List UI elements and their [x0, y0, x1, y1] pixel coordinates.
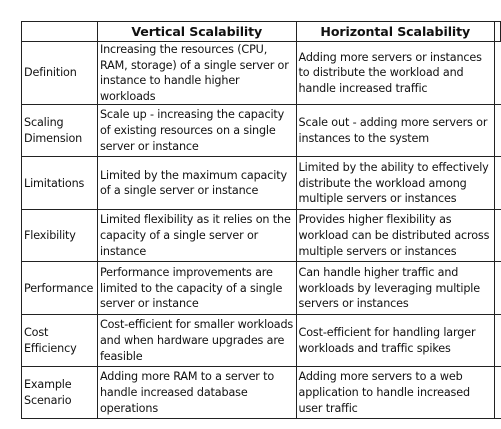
row-label: Cost Efficiency — [21, 314, 98, 368]
horizontal-cell: Adding more servers to a web application… — [295, 366, 496, 420]
comparison-table-container: Vertical Scalability Horizontal Scalabil… — [21, 21, 501, 420]
row-label: Definition — [21, 40, 98, 106]
table-row-limitations: Limitations Limited by the maximum capac… — [21, 156, 501, 211]
horizontal-cell: Scale out - adding more servers or insta… — [295, 104, 496, 158]
row-label: Scaling Dimension — [21, 104, 98, 158]
cropped-cell — [494, 209, 501, 263]
cropped-cell — [494, 156, 501, 211]
horizontal-cell: Can handle higher traffic and workloads … — [295, 261, 496, 316]
table-row-flexibility: Flexibility Limited flexibility as it re… — [21, 209, 501, 263]
cropped-cell — [494, 366, 501, 420]
horizontal-cell: Adding more servers or instances to dist… — [295, 40, 496, 106]
table-row-scaling-dimension: Scaling Dimension Scale up - increasing … — [21, 104, 501, 158]
vertical-cell: Limited by the maximum capacity of a sin… — [96, 156, 297, 211]
vertical-cell: Scale up - increasing the capacity of ex… — [96, 104, 297, 158]
vertical-cell: Limited flexibility as it relies on the … — [96, 209, 297, 263]
horizontal-cell: Limited by the ability to effectively di… — [295, 156, 496, 211]
table-row-example-scenario: Example Scenario Adding more RAM to a se… — [21, 366, 501, 420]
header-vertical-scalability: Vertical Scalability — [96, 21, 297, 42]
vertical-cell: Adding more RAM to a server to handle in… — [96, 366, 297, 420]
table-row-definition: Definition Increasing the resources (CPU… — [21, 40, 501, 106]
cropped-cell — [494, 40, 501, 106]
horizontal-cell: Provides higher flexibility as workload … — [295, 209, 496, 263]
table-row-cost-efficiency: Cost Efficiency Cost-efficient for small… — [21, 314, 501, 368]
table-header-row: Vertical Scalability Horizontal Scalabil… — [21, 21, 501, 42]
row-label: Flexibility — [21, 209, 98, 263]
scalability-comparison-table: Vertical Scalability Horizontal Scalabil… — [21, 21, 501, 420]
header-horizontal-scalability: Horizontal Scalability — [295, 21, 496, 42]
vertical-cell: Performance improvements are limited to … — [96, 261, 297, 316]
header-blank-cell — [21, 21, 98, 42]
horizontal-cell: Cost-efficient for handling larger workl… — [295, 314, 496, 368]
cropped-cell — [494, 314, 501, 368]
row-label: Example Scenario — [21, 366, 98, 420]
vertical-cell: Cost-efficient for smaller workloads and… — [96, 314, 297, 368]
cropped-cell — [494, 261, 501, 316]
row-label: Limitations — [21, 156, 98, 211]
table-row-performance: Performance Performance improvements are… — [21, 261, 501, 316]
vertical-cell: Increasing the resources (CPU, RAM, stor… — [96, 40, 297, 106]
cropped-cell — [494, 104, 501, 158]
row-label: Performance — [21, 261, 98, 316]
cropped-column-header — [494, 21, 501, 42]
